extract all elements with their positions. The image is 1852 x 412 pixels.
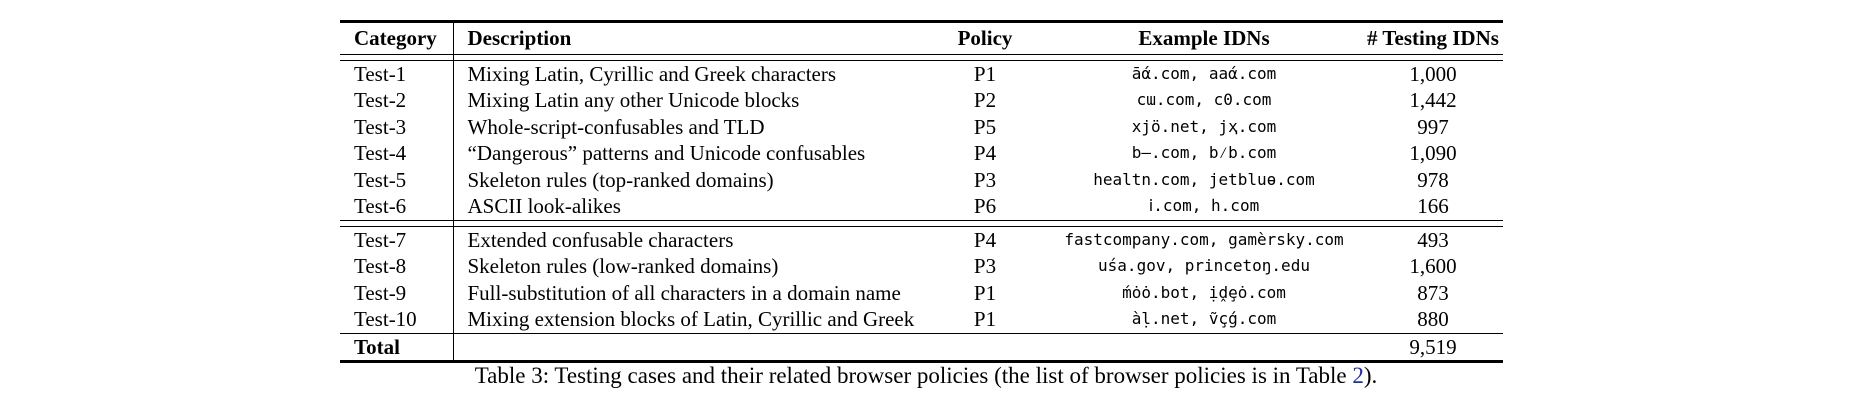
cell-example-idns: fastcompany.com, gamèrsky.com [1064, 229, 1344, 249]
table-top-rule [340, 20, 1503, 23]
cell-example-idns: healtn.com, jetbluɵ.com [1093, 169, 1315, 189]
cell-testing-count: 493 [1417, 227, 1449, 252]
cell-example-idns: ḿȯȯ.bot, ịḓȩȯ.com [1122, 282, 1286, 302]
cell-category: Test-7 [340, 226, 454, 253]
table-row: Test-1 Mixing Latin, Cyrillic and Greek c… [340, 60, 1503, 87]
table-row: Test-4 “Dangerous” patterns and Unicode c… [340, 140, 1503, 167]
header-policy: Policy [957, 26, 1013, 50]
cell-policy: P4 [973, 227, 997, 252]
cell-description: Mixing extension blocks of Latin, Cyrill… [467, 307, 915, 331]
cell-policy: P4 [973, 141, 997, 165]
cell-description: Full-substitution of all characters in a… [467, 280, 901, 305]
header-example-idns: Example IDNs [1138, 26, 1270, 50]
cell-policy: P3 [973, 254, 997, 278]
cell-policy: P1 [973, 280, 997, 305]
cell-category: Test-9 [340, 279, 454, 306]
cell-policy: P5 [973, 114, 997, 139]
cell-category: Test-4 [340, 140, 454, 167]
cell-category: Test-5 [340, 166, 454, 193]
cell-testing-count: 1,442 [1409, 88, 1457, 112]
cell-description: Mixing Latin any other Unicode blocks [467, 88, 800, 112]
cell-example-idns: cɯ.com, c0.com [1136, 90, 1272, 109]
table-bottom-rule [340, 360, 1503, 363]
total-count: 9,519 [1363, 332, 1503, 360]
total-label: Total [340, 332, 454, 360]
cell-example-idns: b—.com, b⁄b.com [1131, 143, 1277, 162]
cell-description: Mixing Latin, Cyrillic and Greek charact… [467, 61, 837, 86]
cell-example-idns: ⅰ.com, һ.com [1148, 196, 1260, 215]
group2-rows: Test-7 Extended confusable characters P4 fa… [340, 226, 1503, 333]
cell-example-idns: āά.com, aaά.com [1131, 63, 1277, 83]
cell-policy: P1 [973, 307, 997, 331]
cell-description: Skeleton rules (low-ranked domains) [467, 254, 779, 278]
cell-description: Extended confusable characters [467, 227, 734, 252]
table-row: Test-10 Mixing extension blocks of Latin,… [340, 306, 1503, 333]
cell-description: ASCII look-alikes [467, 194, 621, 218]
cell-policy: P2 [973, 88, 997, 112]
header-double-rule [340, 53, 1503, 61]
cell-example-idns: àḷ.net, ṽçǵ.com [1131, 309, 1277, 328]
group1-rows: Test-1 Mixing Latin, Cyrillic and Greek c… [340, 60, 1503, 220]
table-row: Test-8 Skeleton rules (low-ranked domains… [340, 253, 1503, 280]
cell-testing-count: 1,090 [1409, 141, 1457, 165]
table-row: Test-2 Mixing Latin any other Unicode blo… [340, 87, 1503, 114]
table-row: Test-5 Skeleton rules (top-ranked domains… [340, 166, 1503, 193]
cell-description: “Dangerous” patterns and Unicode confusa… [467, 141, 866, 165]
cell-policy: P6 [973, 194, 997, 218]
table-caption: Table 3: Testing cases and their related… [0, 362, 1852, 390]
total-example-cell [1045, 332, 1363, 360]
cell-policy: P3 [973, 167, 997, 192]
caption-table-reference-link[interactable]: 2 [1352, 363, 1364, 388]
cell-description: Skeleton rules (top-ranked domains) [467, 167, 774, 192]
total-row: Total 9,519 [340, 332, 1503, 360]
cell-testing-count: 1,000 [1409, 61, 1457, 86]
testing-cases-table: Category Description Policy Example IDNs… [340, 23, 1503, 360]
table-row: Test-7 Extended confusable characters P4 fa… [340, 226, 1503, 253]
table-row: Test-6 ASCII look-alikes P6 ⅰ.com, һ.com 166 [340, 193, 1503, 220]
cell-testing-count: 166 [1417, 194, 1449, 218]
cell-policy: P1 [973, 61, 997, 86]
cell-testing-count: 978 [1417, 167, 1449, 192]
group-double-rule [340, 219, 1503, 227]
total-policy-cell [925, 332, 1045, 360]
table-header-row: Category Description Policy Example IDNs… [340, 23, 1503, 54]
header-category: Category [340, 23, 454, 54]
cell-testing-count: 873 [1417, 280, 1449, 305]
table-row: Test-3 Whole-script-confusables and TLD P5… [340, 113, 1503, 140]
cell-category: Test-3 [340, 113, 454, 140]
cell-testing-count: 1,600 [1409, 254, 1457, 278]
caption-end: ). [1363, 363, 1378, 388]
cell-example-idns: uśa.gov, princetoŋ.edu [1098, 256, 1310, 275]
header-testing-idns: # Testing IDNs [1367, 26, 1499, 50]
total-description-cell [453, 332, 925, 360]
cell-example-idns: xjö.net, jҳ.com [1131, 116, 1277, 136]
cell-category: Test-6 [340, 193, 454, 220]
cell-testing-count: 997 [1417, 114, 1449, 139]
cell-category: Test-8 [340, 253, 454, 280]
table-row: Test-9 Full-substitution of all character… [340, 279, 1503, 306]
caption-text: Table 3: Testing cases and their related… [474, 363, 1353, 388]
cell-category: Test-1 [340, 60, 454, 87]
cell-category: Test-10 [340, 306, 454, 333]
policy-table-container: Category Description Policy Example IDNs… [340, 20, 1503, 363]
cell-description: Whole-script-confusables and TLD [467, 114, 765, 139]
cell-testing-count: 880 [1417, 307, 1449, 331]
header-description: Description [467, 26, 572, 50]
cell-category: Test-2 [340, 87, 454, 114]
